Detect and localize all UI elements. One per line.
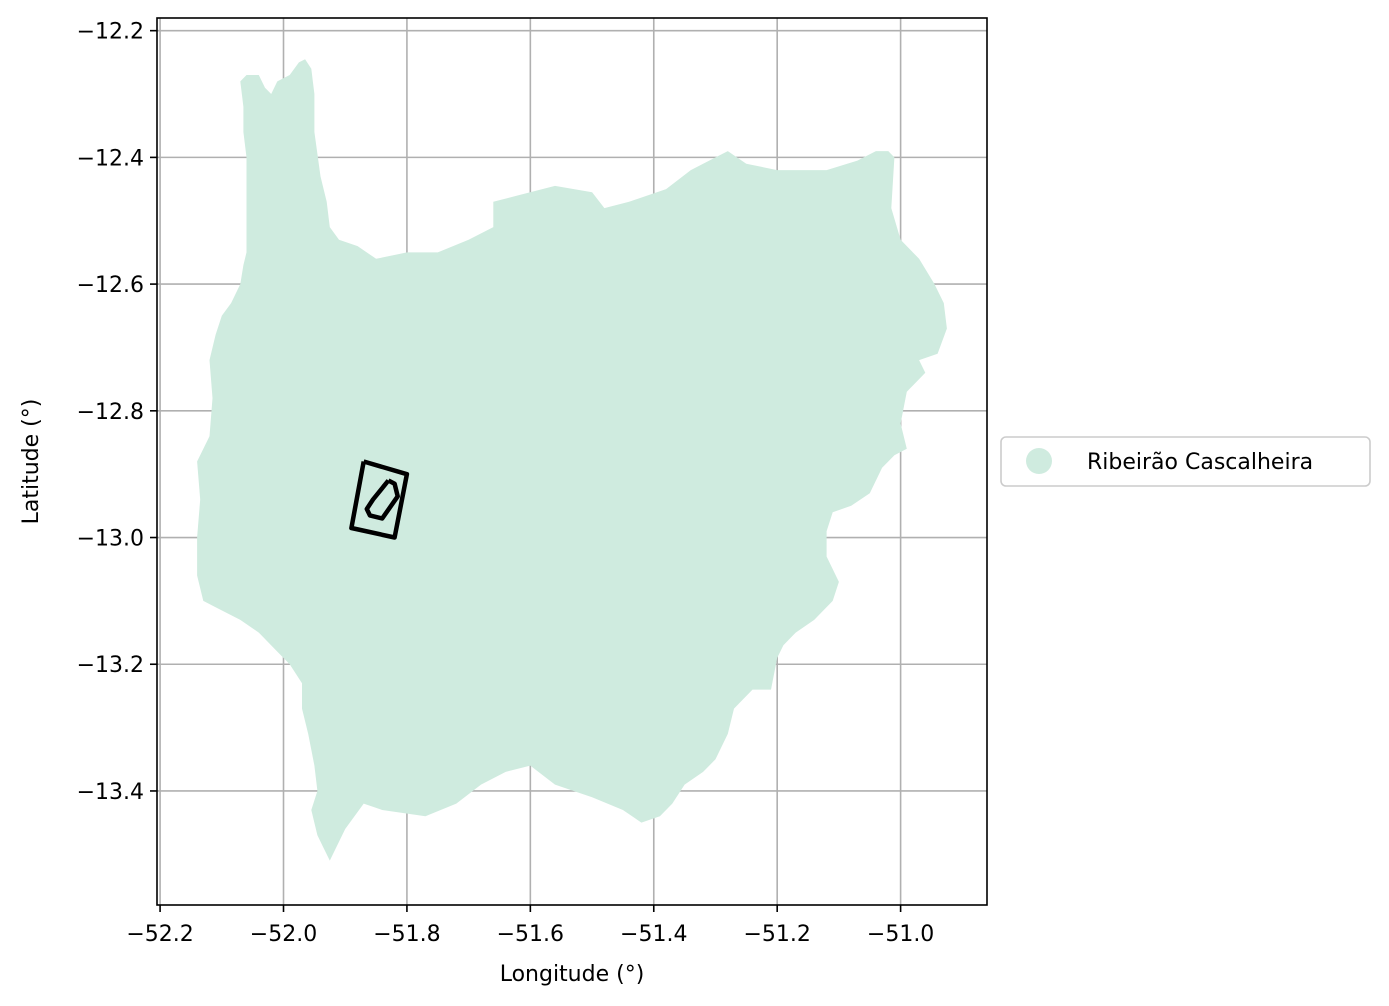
municipality-polygon-ribeirao-cascalheira — [197, 59, 947, 861]
y-tick-label: −13.0 — [77, 527, 144, 552]
plot-frame — [156, 17, 988, 906]
x-tick-label: −51.0 — [867, 922, 934, 947]
x-tick-label: −52.2 — [126, 922, 193, 947]
x-tick-label: −51.6 — [497, 922, 564, 947]
legend: Ribeirão Cascalheira — [1000, 436, 1371, 487]
y-tick-label: −12.4 — [77, 146, 144, 171]
x-tick-label: −51.2 — [743, 922, 810, 947]
y-tick-label: −12.8 — [77, 400, 144, 425]
outer-rectangle-outline — [349, 459, 410, 540]
legend-label: Ribeirão Cascalheira — [1087, 450, 1313, 475]
y-tick-label: −12.6 — [77, 273, 144, 298]
y-tick-label: −13.4 — [77, 780, 144, 805]
legend-marker-ribeirao-cascalheira — [1026, 448, 1052, 474]
map-layer — [197, 59, 947, 861]
y-axis-title: Latitude (°) — [19, 399, 44, 525]
inner-polygon-outline — [364, 478, 400, 521]
x-tick-label: −51.8 — [373, 922, 440, 947]
y-tick-label: −12.2 — [77, 20, 144, 45]
x-tick-label: −51.4 — [620, 922, 687, 947]
x-axis-title: Longitude (°) — [500, 962, 645, 987]
x-tick-label: −52.0 — [250, 922, 317, 947]
y-tick-label: −13.2 — [77, 653, 144, 678]
axis-ticks: −52.2 −52.0 −51.8 −51.6 −51.4 −51.2 −51.0 −12.2… — [77, 20, 935, 947]
legend-box — [1000, 436, 1371, 487]
